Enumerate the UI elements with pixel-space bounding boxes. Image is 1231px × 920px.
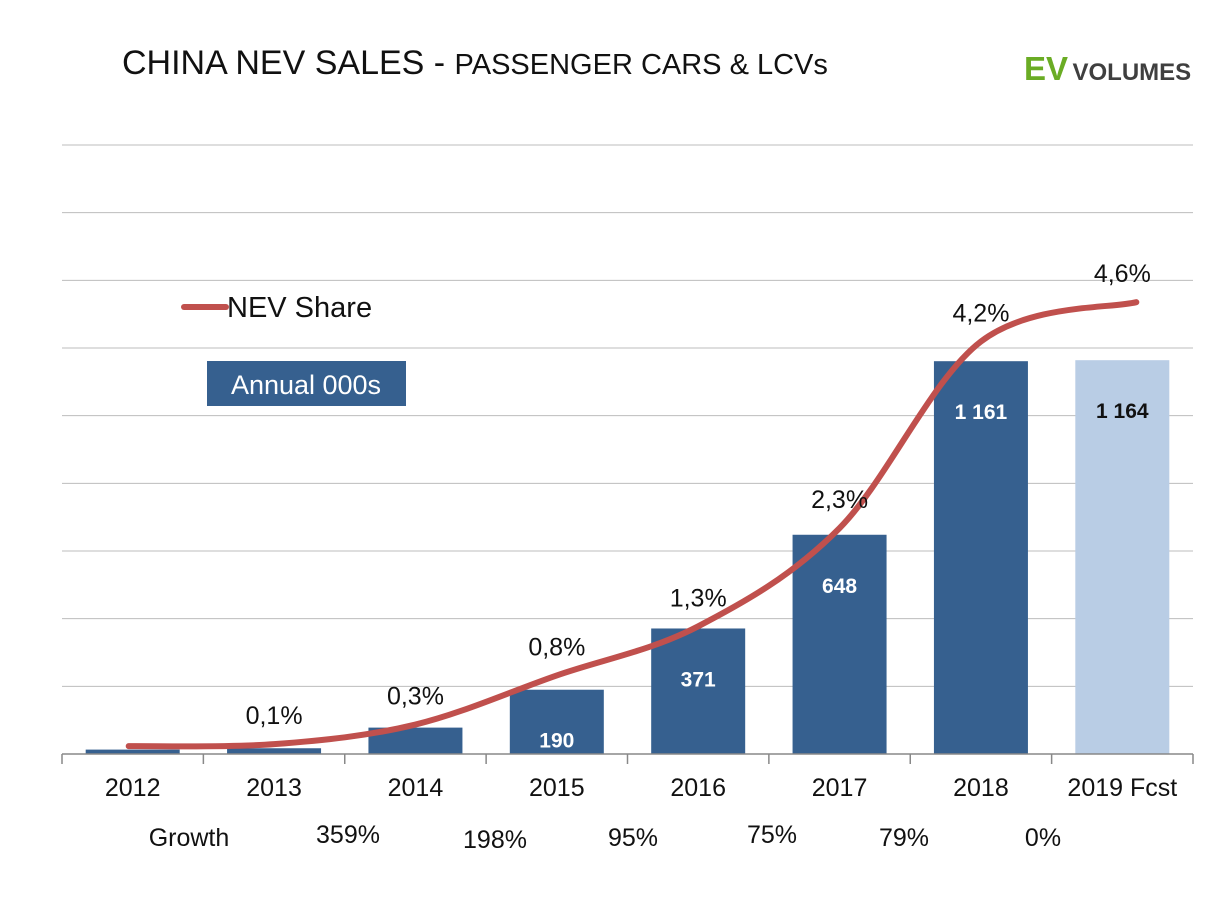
growth-value: 198%: [463, 826, 527, 854]
bar-data-label: 1 161: [955, 401, 1008, 424]
growth-label: Growth: [149, 824, 230, 852]
annual-units-label: Annual 000s: [231, 370, 381, 400]
logo-volumes: VOLUMES: [1072, 59, 1192, 86]
x-tick-label: 2016: [670, 774, 726, 802]
nev-share-line: [125, 299, 1140, 750]
x-tick-label: 2015: [529, 774, 585, 802]
chart-title: CHINA NEV SALES - PASSENGER CARS & LCVs: [122, 44, 828, 83]
chart-title-sub: PASSENGER CARS & LCVs: [454, 49, 828, 81]
chart-title-main: CHINA NEV SALES -: [122, 44, 455, 82]
growth-value: 75%: [747, 821, 797, 849]
bar: [933, 361, 1028, 754]
annual-units-badge: [207, 361, 406, 406]
bar: [227, 748, 322, 754]
bar: [509, 689, 604, 754]
x-tick-label: 2019 Fcst: [1067, 774, 1177, 802]
bar-data-label: 371: [681, 668, 716, 691]
logo-ev: EV: [1024, 50, 1069, 87]
bar-data-label: 190: [539, 730, 574, 753]
share-data-label: 1,3%: [670, 584, 727, 612]
bar: [651, 628, 746, 754]
growth-value: 0%: [1025, 824, 1061, 852]
share-data-label: 0,1%: [246, 702, 303, 730]
x-tick-label: 2013: [246, 774, 302, 802]
share-data-label: 4,6%: [1094, 260, 1151, 288]
bar-data-label: 1 164: [1096, 400, 1149, 423]
share-data-label: 4,2%: [952, 299, 1009, 327]
share-data-label: 2,3%: [811, 486, 868, 514]
legend-label: NEV Share: [227, 292, 372, 324]
x-tick-label: 2018: [953, 774, 1009, 802]
ev-volumes-logo: EV VOLUMES: [1024, 50, 1191, 88]
bar-data-label: 648: [822, 575, 857, 598]
share-data-label: 0,8%: [528, 633, 585, 661]
bar: [85, 749, 180, 754]
bar: [1075, 360, 1170, 754]
x-tick-label: 2017: [812, 774, 868, 802]
growth-value: 95%: [608, 824, 658, 852]
growth-value: 79%: [879, 824, 929, 852]
x-tick-label: 2012: [105, 774, 161, 802]
bar: [792, 534, 887, 754]
x-tick-label: 2014: [388, 774, 444, 802]
share-data-label: 0,3%: [387, 683, 444, 711]
growth-value: 359%: [316, 821, 380, 849]
